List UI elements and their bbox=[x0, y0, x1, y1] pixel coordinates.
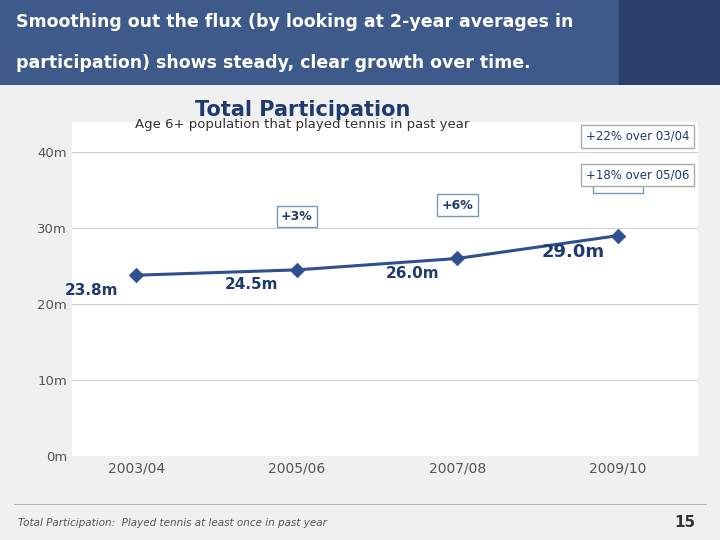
Text: Total Participation: Total Participation bbox=[194, 100, 410, 120]
Text: +3%: +3% bbox=[281, 210, 312, 223]
Text: 15: 15 bbox=[674, 516, 696, 530]
Point bbox=[451, 254, 463, 263]
Text: Age 6+ population that played tennis in past year: Age 6+ population that played tennis in … bbox=[135, 118, 469, 131]
Text: 24.5m: 24.5m bbox=[225, 278, 279, 293]
Text: Total Participation:  Played tennis at least once in past year: Total Participation: Played tennis at le… bbox=[18, 518, 327, 528]
Point bbox=[612, 231, 624, 240]
Text: +18% over 05/06: +18% over 05/06 bbox=[585, 168, 689, 181]
Text: 23.8m: 23.8m bbox=[65, 283, 118, 298]
Text: +6%: +6% bbox=[441, 199, 473, 212]
Bar bbox=[619, 0, 720, 85]
Point bbox=[130, 271, 142, 280]
Text: +22% over 03/04: +22% over 03/04 bbox=[585, 130, 689, 143]
Text: participation) shows steady, clear growth over time.: participation) shows steady, clear growt… bbox=[16, 54, 531, 72]
Point bbox=[291, 266, 302, 274]
Text: 26.0m: 26.0m bbox=[386, 266, 439, 281]
Text: Smoothing out the flux (by looking at 2-year averages in: Smoothing out the flux (by looking at 2-… bbox=[16, 13, 573, 31]
Bar bbox=[0, 0, 619, 85]
Text: 29.0m: 29.0m bbox=[541, 243, 605, 261]
Text: +11%: +11% bbox=[598, 176, 639, 189]
